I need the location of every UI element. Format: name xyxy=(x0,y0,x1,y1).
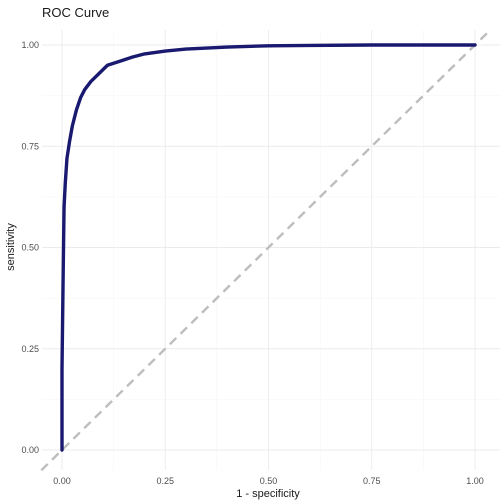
x-tick-label: 0.50 xyxy=(260,476,278,486)
x-tick-label: 1.00 xyxy=(466,476,484,486)
y-axis-label: sensitivity xyxy=(5,223,17,271)
x-tick-label: 0.25 xyxy=(156,476,174,486)
y-tick-label: 1.00 xyxy=(21,40,39,50)
x-tick-label: 0.00 xyxy=(53,476,71,486)
x-axis-label: 1 - specificity xyxy=(236,488,300,500)
y-tick-label: 0.25 xyxy=(21,344,39,354)
y-tick-label: 0.75 xyxy=(21,141,39,151)
roc-curve-line xyxy=(60,43,477,452)
grid xyxy=(42,30,500,470)
x-tick-label: 0.75 xyxy=(363,476,381,486)
y-tick-label: 0.50 xyxy=(21,243,39,253)
y-tick-label: 0.00 xyxy=(21,445,39,455)
tick-labels: 0.00 0.25 0.50 0.75 1.00 0.00 0.25 0.50 0.75 1.00 xyxy=(21,40,483,486)
chart-title: ROC Curve xyxy=(42,5,109,20)
reference-diagonal-line xyxy=(40,31,489,472)
